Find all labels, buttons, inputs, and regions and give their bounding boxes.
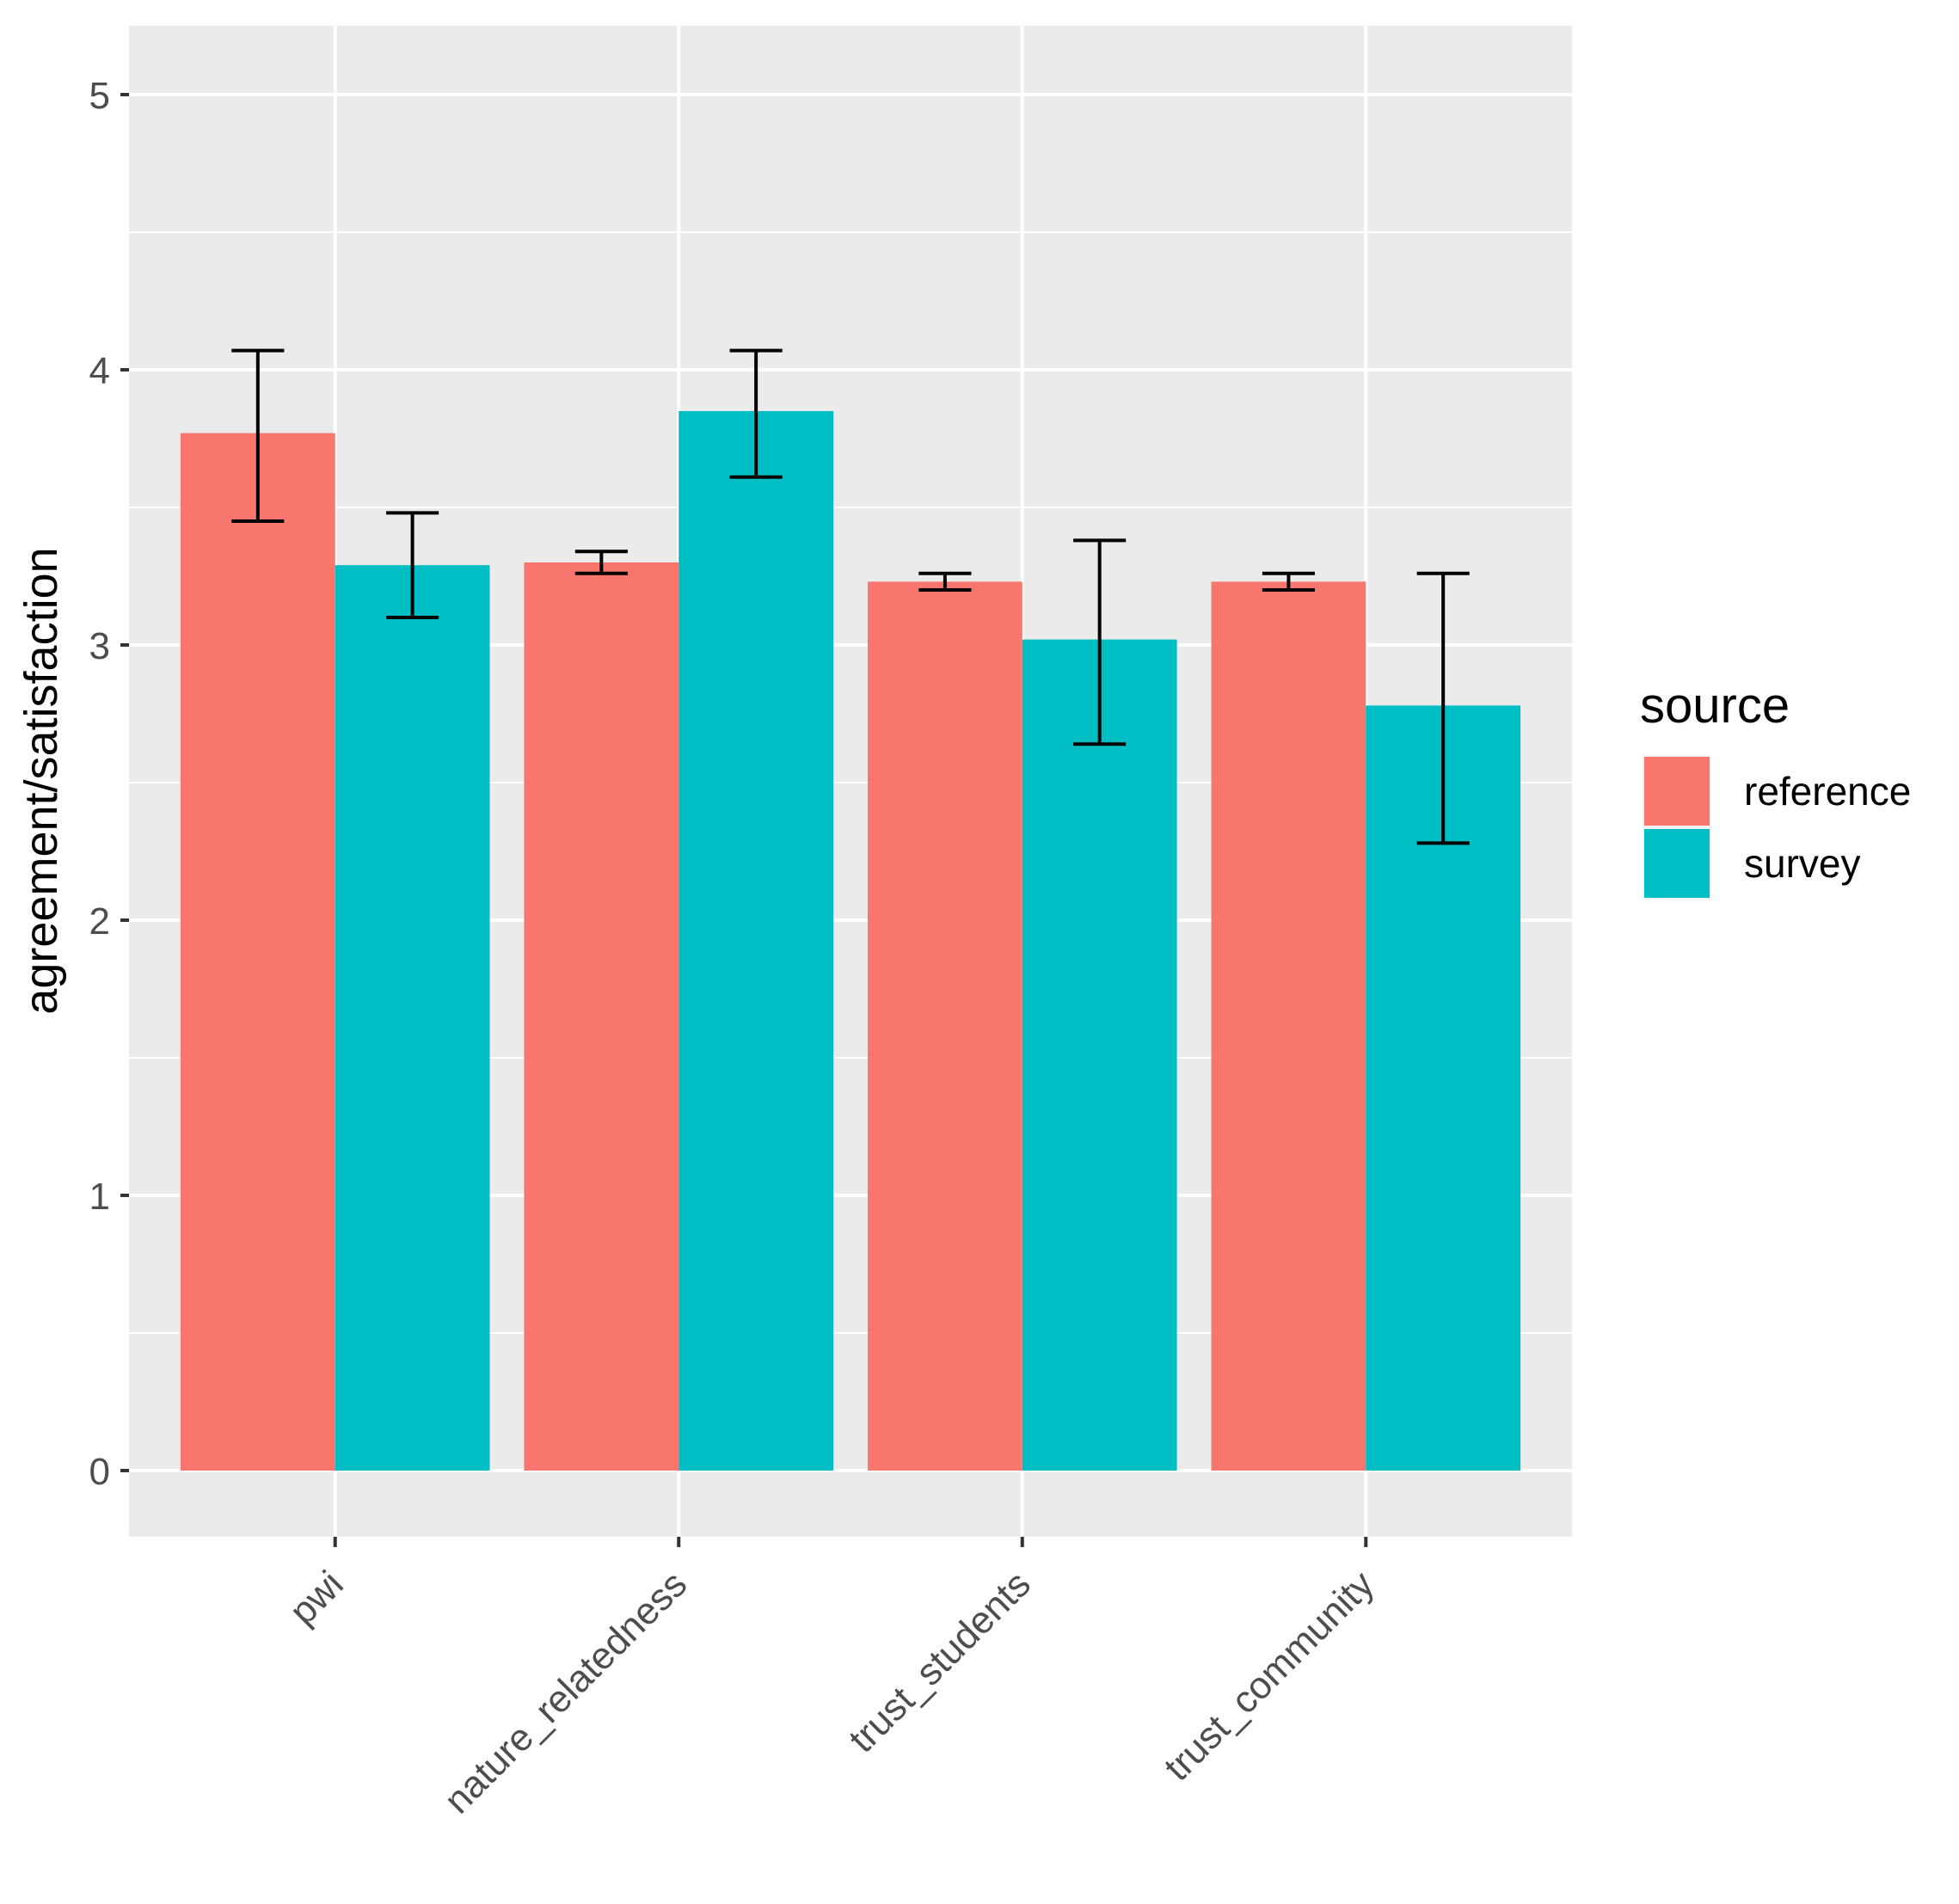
bar-survey-trust_students: [1022, 639, 1177, 1471]
error-bar-survey-trust_students: [1073, 538, 1127, 746]
error-bar-reference-trust_community: [1262, 571, 1315, 592]
y-tick-label: 1: [89, 1176, 110, 1218]
legend-label-reference: reference: [1744, 769, 1911, 814]
x-tick-label: pwi: [281, 1563, 351, 1632]
legend: source reference survey: [1640, 678, 1911, 900]
y-tick-label: 3: [89, 625, 110, 667]
bars: [180, 411, 1521, 1471]
x-tick-label: trust_students: [841, 1563, 1039, 1760]
y-tick-label: 2: [89, 900, 110, 943]
bar-reference-nature_relatedness: [524, 562, 679, 1471]
error-bars: [231, 348, 1470, 845]
error-bar-reference-trust_students: [918, 571, 972, 592]
x-tick-label: nature_relatedness: [436, 1563, 695, 1821]
bar-survey-nature_relatedness: [679, 411, 834, 1471]
error-bar-reference-nature_relatedness: [574, 550, 628, 575]
bar-reference-trust_students: [867, 581, 1022, 1471]
legend-item-reference: reference: [1643, 755, 1911, 827]
x-axis: pwi nature_relatedness trust_students trust…: [281, 1537, 1382, 1821]
y-axis-title: agreement/satisfaction: [15, 547, 67, 1014]
x-tick-label: trust_community: [1156, 1563, 1382, 1789]
legend-title: source: [1640, 678, 1790, 734]
legend-key-reference: [1644, 757, 1710, 826]
y-tick-label: 4: [89, 350, 110, 392]
y-tick-label: 5: [89, 75, 110, 117]
legend-item-survey: survey: [1643, 827, 1860, 900]
legend-key-survey: [1644, 829, 1710, 898]
legend-label-survey: survey: [1744, 841, 1860, 886]
error-bar-reference-pwi: [231, 348, 285, 523]
bar-reference-trust_community: [1211, 581, 1366, 1471]
error-bar-survey-pwi: [386, 511, 439, 619]
error-bar-survey-trust_community: [1416, 571, 1470, 845]
bar-survey-pwi: [335, 565, 490, 1471]
error-bar-survey-nature_relatedness: [729, 348, 783, 479]
bar-reference-pwi: [180, 433, 335, 1471]
y-tick-label: 0: [89, 1451, 110, 1493]
y-axis: 0 1 2 3 4 5: [89, 75, 129, 1493]
